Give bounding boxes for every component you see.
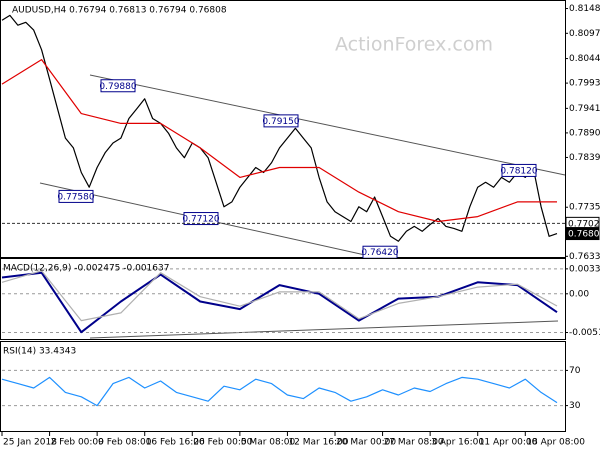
y-tick-label: 0.76335 [569,252,600,262]
annotation-box [58,189,94,203]
panel-title: RSI(14) 33.4343 [3,347,76,357]
series-line [1,270,558,322]
annotation-box [183,212,219,226]
x-tick-label: 2 Feb 00:00 [51,438,105,448]
x-tick-label: 18 Apr 08:00 [526,438,585,448]
y-tick-label: 30 [569,401,581,411]
y-tick-label: 0.77355 [569,203,600,213]
price-mark-label: 0.76808 [568,230,600,240]
annotation-label: 0.79880 [99,82,136,92]
annotation-label: 0.79150 [262,117,299,127]
panel-title: AUDUSD,H4 0.76794 0.76813 0.76794 0.7680… [12,6,227,16]
annotation-label: 0.77580 [57,192,94,202]
annotation-label: 0.76420 [361,248,398,258]
panel-frame [0,341,566,432]
x-tick-label: 20 Mar 00:00 [336,438,396,448]
macd-trendline [89,320,559,339]
x-tick-label: 11 Apr 00:00 [479,438,538,448]
annotation-box [100,79,136,93]
x-tick-label: 25 Jan 2018 [3,438,57,448]
y-tick-label: 0.003345 [569,264,600,274]
annotation-label: 0.77120 [182,215,219,225]
panel-frame [0,0,566,258]
y-tick-label: 70 [569,366,581,376]
price-mark-box [565,227,600,241]
annotation-box [263,114,299,128]
x-tick-label: 3 Apr 16:00 [431,438,484,448]
x-tick-label: 9 Feb 08:00 [98,438,152,448]
y-tick-label: -0.005197 [569,328,600,338]
series-line [1,59,557,223]
channel-upper [89,74,566,176]
x-tick-label: 27 Mar 08:00 [384,438,444,448]
series-line [1,376,558,407]
y-tick-label: 0.81485 [569,4,600,14]
watermark: ActionForex.com [335,34,493,56]
panel-frame [0,258,566,340]
y-tick-label: 0.80445 [569,54,600,64]
y-tick-label: 0.79935 [569,79,600,89]
x-tick-label: 16 Feb 16:00 [146,438,205,448]
x-tick-label: 26 Feb 00:00 [193,438,252,448]
x-tick-label: 5 Mar 08:00 [241,438,296,448]
annotation-label: 0.78120 [500,166,537,176]
y-tick-label: 0.00 [569,289,589,299]
series-line [1,271,558,334]
x-tick-label: 12 Mar 16:00 [288,438,348,448]
panel-title: MACD(12,26,9) -0.002475 -0.001637 [3,264,169,274]
annotation-box [501,163,537,177]
